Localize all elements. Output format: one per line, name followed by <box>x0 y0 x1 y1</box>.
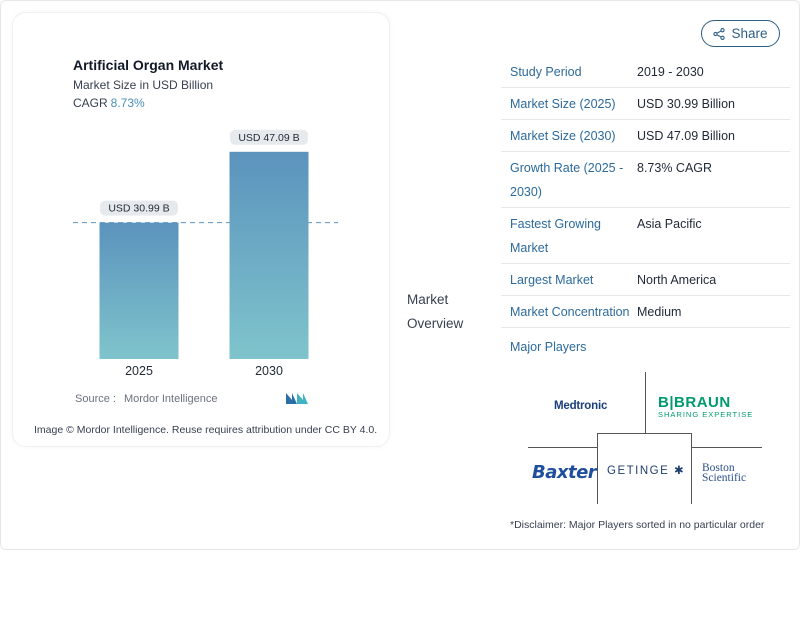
info-value: Medium <box>637 305 682 319</box>
bbraun-logo: B|BRAUN SHARING EXPERTISE <box>658 394 753 419</box>
chart-subtitle: Market Size in USD Billion <box>73 78 214 92</box>
info-row: Market Size (2030) USD 47.09 Billion <box>501 120 790 152</box>
category-label: 2025 <box>125 364 153 378</box>
getinge-logo: GETINGE ✱ <box>607 465 686 477</box>
share-button[interactable]: Share <box>701 20 780 47</box>
grid-center-box <box>597 433 692 504</box>
share-icon <box>713 27 726 40</box>
info-label: Growth Rate (2025 - 2030) <box>510 161 624 199</box>
info-value: 2019 - 2030 <box>637 65 704 79</box>
baxter-logo: Baxter <box>532 462 597 483</box>
info-label: Study Period <box>510 65 582 79</box>
info-value: Asia Pacific <box>637 217 702 231</box>
bar-2030 <box>229 151 309 359</box>
grid-divider <box>645 372 646 433</box>
attribution-text: Image © Mordor Intelligence. Reuse requi… <box>34 424 378 436</box>
market-info-table: Study Period 2019 - 2030 Market Size (20… <box>501 56 790 328</box>
info-value: North America <box>637 273 717 287</box>
boston-line-1: Boston <box>702 462 735 474</box>
source-label: Source : <box>75 393 116 405</box>
value-label: USD 47.09 B <box>238 132 299 144</box>
info-row: Study Period 2019 - 2030 <box>501 56 790 88</box>
bbraun-wordmark: B|BRAUN <box>658 394 731 411</box>
info-label: Largest Market <box>510 273 594 287</box>
info-row: Growth Rate (2025 - 2030) 8.73% CAGR <box>501 152 790 208</box>
value-label-bg <box>100 200 178 216</box>
overview-line-2: Overview <box>407 316 464 331</box>
info-row: Market Size (2025) USD 30.99 Billion <box>501 88 790 120</box>
overview-line-1: Market <box>407 292 449 307</box>
value-label-bg <box>230 129 308 145</box>
info-value: USD 30.99 Billion <box>637 97 735 111</box>
market-overview-label: Market Overview <box>407 288 463 336</box>
info-value: USD 47.09 Billion <box>637 129 735 143</box>
boston-scientific-logo: Boston Scientific <box>702 462 747 484</box>
medtronic-logo: Medtronic <box>554 400 608 412</box>
bbraun-tagline: SHARING EXPERTISE <box>658 410 754 419</box>
bar-chart: USD 30.99 B 2025 USD 47.09 B 2030 <box>73 129 338 378</box>
info-row: Market Concentration Medium <box>501 296 790 328</box>
mordor-logo-icon <box>286 393 308 404</box>
cagr-value: 8.73% <box>110 96 145 110</box>
info-label: Market Size (2025) <box>510 97 616 111</box>
category-label: 2030 <box>255 364 283 378</box>
value-label: USD 30.99 B <box>108 203 169 215</box>
info-label: Market Size (2030) <box>510 129 616 143</box>
major-players-heading: Major Players <box>510 340 587 354</box>
info-row: Largest Market North America <box>501 264 790 296</box>
share-label: Share <box>731 26 768 41</box>
bar-2025 <box>99 222 179 359</box>
info-value: 8.73% CAGR <box>637 161 713 175</box>
cagr-label: CAGR <box>73 96 108 110</box>
info-row: Fastest Growing Market Asia Pacific <box>501 208 790 264</box>
chart-cagr: CAGR 8.73% <box>73 96 145 110</box>
boston-line-2: Scientific <box>702 472 747 484</box>
info-label: Market Concentration <box>510 305 630 319</box>
major-players-grid: Medtronic B|BRAUN SHARING EXPERTISE Baxt… <box>528 372 762 504</box>
source-line: Source : Mordor Intelligence <box>75 393 218 405</box>
info-label: Fastest Growing Market <box>510 217 602 255</box>
chart-card: USD 30.99 B 2025 USD 47.09 B 2030 Artificia… <box>12 12 390 447</box>
source-value: Mordor Intelligence <box>123 393 218 405</box>
disclaimer-text: *Disclaimer: Major Players sorted in no … <box>510 519 765 531</box>
chart-title: Artificial Organ Market <box>73 57 224 73</box>
